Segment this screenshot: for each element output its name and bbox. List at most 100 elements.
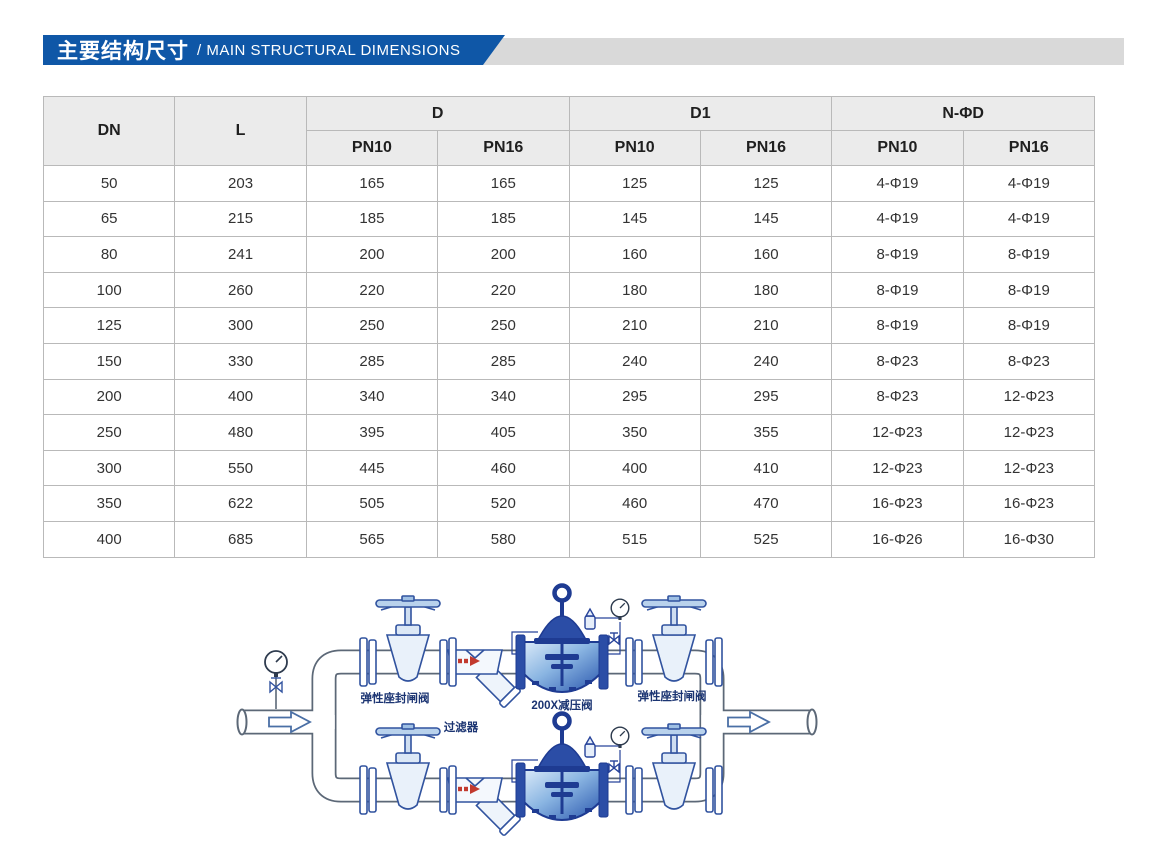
table-cell: 65 [42,200,176,238]
table-cell: 12-Φ23 [831,449,964,487]
table-cell: 295 [699,378,833,416]
table-cell: 8-Φ19 [962,307,1096,344]
table-header: DN L D D1 N-ΦD PN10 PN16 PN10 PN16 PN10 … [42,96,1096,166]
table-cell: 580 [437,520,570,558]
table-cell: 4-Φ19 [831,200,964,238]
pipe-end-cap [236,708,248,736]
table-cell: 400 [568,449,701,487]
table-cell: 145 [568,200,701,238]
table-cell: 4-Φ19 [962,165,1096,202]
table-cell: 16-Φ23 [962,485,1096,522]
table-row: 125 300 250 250 210 210 8-Φ19 8-Φ19 [42,307,1096,344]
table-cell: 12-Φ23 [962,378,1096,416]
banner-trail [468,38,1124,65]
table-cell: 460 [437,449,570,487]
section-title-zh: 主要结构尺寸 [57,40,189,63]
table-cell: 350 [568,414,701,451]
label-strainer: 过滤器 [444,720,479,734]
section-title-en: / MAIN STRUCTURAL DIMENSIONS [197,41,461,59]
table-cell: 4-Φ19 [962,200,1096,238]
table-cell: 525 [699,520,833,558]
table-cell: 200 [305,236,439,273]
table-cell: 685 [174,520,307,558]
table-row: 150 330 285 285 240 240 8-Φ23 8-Φ23 [42,342,1096,380]
section-banner: 主要结构尺寸 / MAIN STRUCTURAL DIMENSIONS [43,35,505,65]
table-cell: 405 [437,414,570,451]
table-cell: 16-Φ23 [831,485,964,522]
label-prv: 200X减压阀 [531,698,592,712]
table-cell: 50 [42,165,176,202]
table-cell: 410 [699,449,833,487]
table-cell: 160 [699,236,833,273]
table-cell: 550 [174,449,307,487]
table-cell: 185 [305,200,439,238]
table-cell: 185 [437,200,570,238]
table-cell: 400 [174,378,307,416]
table-cell: 300 [174,307,307,344]
table-cell: 520 [437,485,570,522]
label-gate-valve-right: 弹性座封闸阀 [638,689,707,703]
table-row: 250 480 395 405 350 355 12-Φ23 12-Φ23 [42,414,1096,451]
table-cell: 285 [437,342,570,380]
col-header-nphid-pn16: PN16 [962,130,1096,166]
inlet-pressure-gauge-icon [265,651,287,709]
table-body: 50 203 165 165 125 125 4-Φ19 4-Φ19 65 215 185 185 14… [42,165,1096,558]
table-cell: 240 [568,342,701,380]
label-gate-valve-left: 弹性座封闸阀 [361,691,430,705]
table-cell: 220 [437,271,570,309]
table-cell: 160 [568,236,701,273]
table-cell: 515 [568,520,701,558]
table-cell: 16-Φ26 [831,520,964,558]
table-cell: 565 [305,520,439,558]
table-cell: 340 [305,378,439,416]
dimensions-table: DN L D D1 N-ΦD PN10 PN16 PN10 PN16 PN10 … [42,96,1096,558]
table-cell: 250 [437,307,570,344]
table-cell: 12-Φ23 [831,414,964,451]
table-cell: 340 [437,378,570,416]
table-row: 50 203 165 165 125 125 4-Φ19 4-Φ19 [42,165,1096,202]
table-cell: 16-Φ30 [962,520,1096,558]
table-cell: 145 [699,200,833,238]
table-cell: 12-Φ23 [962,414,1096,451]
table-cell: 8-Φ19 [831,236,964,273]
table-cell: 330 [174,342,307,380]
table-cell: 8-Φ23 [831,342,964,380]
table-cell: 622 [174,485,307,522]
table-row: 400 685 565 580 515 525 16-Φ26 16-Φ30 [42,520,1096,558]
table-row: 80 241 200 200 160 160 8-Φ19 8-Φ19 [42,236,1096,273]
table-cell: 165 [305,165,439,202]
table-cell: 350 [42,485,176,522]
table-cell: 445 [305,449,439,487]
table-row: 300 550 445 460 400 410 12-Φ23 12-Φ23 [42,449,1096,487]
table-cell: 12-Φ23 [962,449,1096,487]
col-header-nphid-pn10: PN10 [831,130,964,166]
table-cell: 295 [568,378,701,416]
table-cell: 125 [699,165,833,202]
table-cell: 8-Φ19 [831,271,964,309]
table-cell: 250 [305,307,439,344]
col-header-d1-pn10: PN10 [568,130,701,166]
table-cell: 480 [174,414,307,451]
table-cell: 400 [42,520,176,558]
lower-branch [360,714,722,836]
col-header-d1-pn16: PN16 [699,130,833,166]
col-group-d1: D1 [568,96,833,131]
installation-diagram: 弹性座封闸阀 200X减压阀 弹性座封闸阀 过滤器 [236,578,818,853]
table-cell: 150 [42,342,176,380]
table-cell: 215 [174,200,307,238]
col-group-d: D [305,96,570,131]
table-cell: 395 [305,414,439,451]
table-row: 350 622 505 520 460 470 16-Φ23 16-Φ23 [42,485,1096,522]
table-cell: 4-Φ19 [831,165,964,202]
table-row: 65 215 185 185 145 145 4-Φ19 4-Φ19 [42,200,1096,238]
table-cell: 300 [42,449,176,487]
table-cell: 220 [305,271,439,309]
table-cell: 260 [174,271,307,309]
col-header-d-pn16: PN16 [437,130,570,166]
upper-branch [360,586,722,708]
table-cell: 203 [174,165,307,202]
table-cell: 180 [568,271,701,309]
table-cell: 8-Φ23 [962,342,1096,380]
col-header-d-pn10: PN10 [305,130,439,166]
